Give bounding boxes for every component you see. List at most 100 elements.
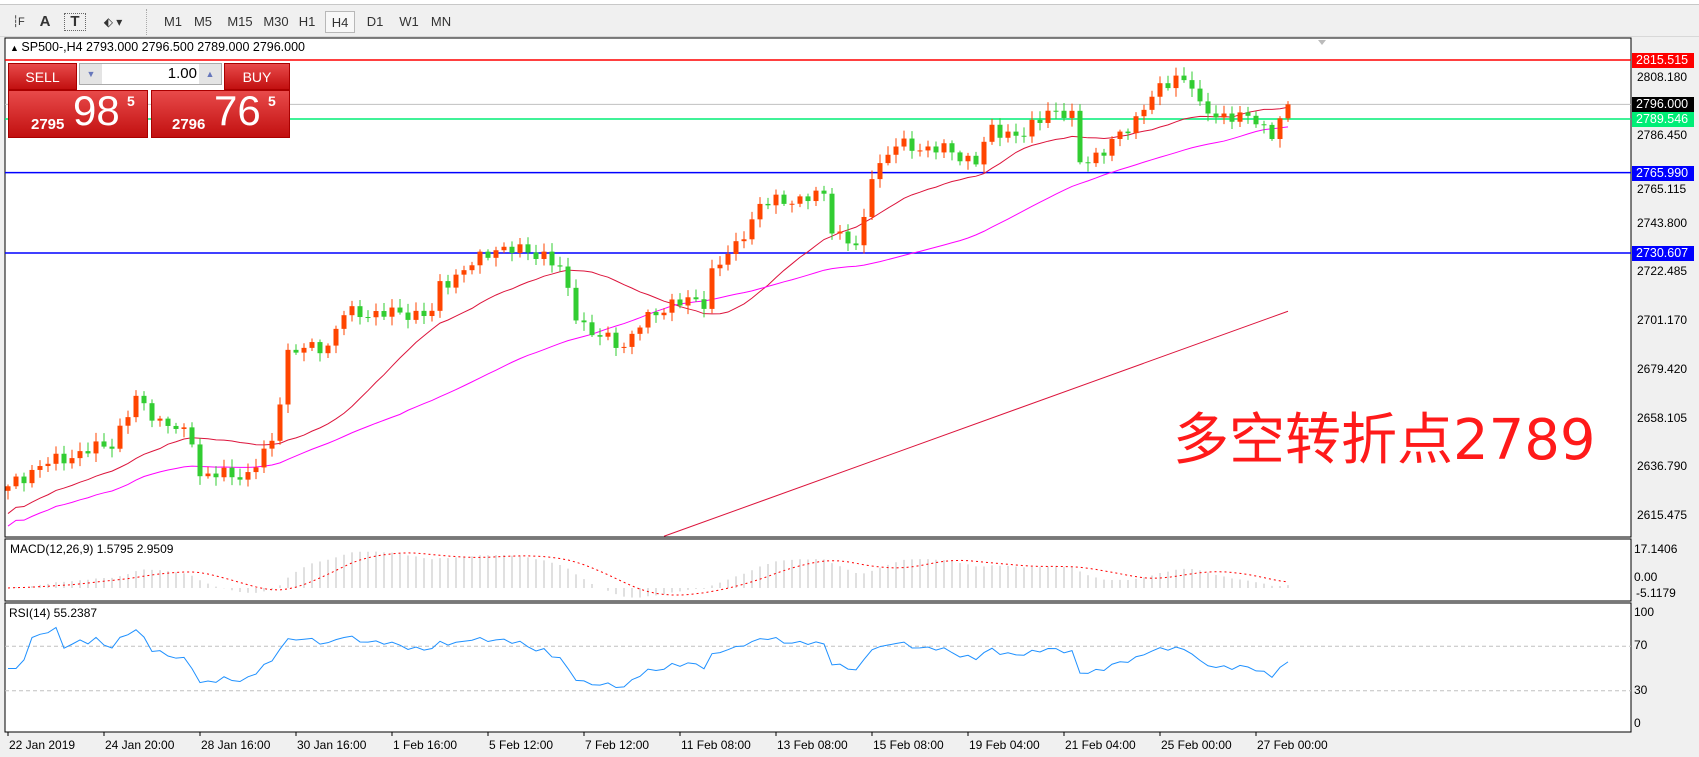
timeframe-h4[interactable]: H4 <box>325 11 355 33</box>
candle <box>653 308 659 323</box>
candle <box>549 243 555 273</box>
text-label-icon[interactable]: A <box>39 13 51 30</box>
candle <box>1005 124 1011 143</box>
candle-body <box>749 219 755 240</box>
candle <box>341 310 347 336</box>
sell-price-box[interactable]: 2795 98 5 <box>8 87 148 138</box>
timeframe-w1[interactable]: W1 <box>399 14 419 29</box>
timeframe-m15[interactable]: M15 <box>227 14 253 29</box>
candle-body <box>1253 115 1259 125</box>
chart-header: ▲ SP500-,H4 2793.000 2796.500 2789.000 2… <box>10 40 305 55</box>
price-tag-2815.515: 2815.515 <box>1632 53 1694 68</box>
arrows-icon[interactable]: ⬖ ▾ <box>103 15 123 29</box>
macd-axis-label: 0.00 <box>1634 570 1658 584</box>
candle <box>173 422 179 434</box>
ma-long-line <box>663 310 1289 537</box>
candle-body <box>485 251 491 258</box>
timeframe-mn[interactable]: MN <box>430 14 452 29</box>
candle <box>541 243 547 266</box>
candle <box>53 446 59 471</box>
candle-body <box>1093 152 1099 164</box>
candle <box>373 303 379 326</box>
buy-price-box[interactable]: 2796 76 5 <box>151 87 290 138</box>
candle-body <box>1189 80 1195 89</box>
macd-label: MACD(12,26,9) 1.5795 2.9509 <box>10 542 174 556</box>
buy-price-prefix: 2796 <box>172 116 206 133</box>
buy-button[interactable]: BUY <box>224 63 290 90</box>
candle-body <box>933 146 939 153</box>
candle-body <box>117 425 123 449</box>
candle <box>717 256 723 277</box>
candle <box>133 390 139 423</box>
text-box-icon[interactable]: T <box>64 13 86 31</box>
candle <box>445 274 451 295</box>
candle <box>421 302 427 325</box>
candle-body <box>629 333 635 347</box>
candle-body <box>853 243 859 246</box>
candle <box>701 291 707 318</box>
candle <box>589 314 595 337</box>
candle <box>613 327 619 357</box>
candle-body <box>493 250 499 258</box>
candle-body <box>557 265 563 267</box>
candle-body <box>469 265 475 271</box>
candle-body <box>821 190 827 194</box>
time-axis-label: 25 Feb 00:00 <box>1161 738 1232 752</box>
candle <box>757 197 763 228</box>
candle-body <box>189 427 195 445</box>
candle-body <box>261 448 267 468</box>
candle <box>101 433 107 449</box>
candle <box>1013 123 1019 144</box>
candle-body <box>957 152 963 162</box>
period-separator-icon[interactable]: ┆F <box>12 16 24 28</box>
candle <box>333 325 339 354</box>
time-axis-label: 27 Feb 00:00 <box>1257 738 1328 752</box>
timeframe-m5[interactable]: M5 <box>193 14 213 29</box>
rsi-axis-label: 0 <box>1634 716 1641 730</box>
candle <box>1237 106 1243 127</box>
lot-input[interactable]: 1.00 <box>167 65 197 82</box>
candle <box>381 302 387 320</box>
sell-price-sup: 5 <box>127 93 135 109</box>
candle <box>1061 102 1067 122</box>
candle <box>1157 76 1163 106</box>
candle-body <box>1173 75 1179 89</box>
collapse-arrow-icon[interactable]: ▲ <box>10 43 22 53</box>
candle-body <box>765 203 771 206</box>
chart-shift-marker <box>1318 40 1326 45</box>
candle-body <box>1133 116 1139 134</box>
candle-body <box>445 281 451 288</box>
candle <box>325 343 331 359</box>
candle <box>901 130 907 151</box>
candle <box>413 302 419 324</box>
candle <box>557 256 563 272</box>
candle <box>197 438 203 485</box>
candle-body <box>253 467 259 473</box>
timeframe-d1[interactable]: D1 <box>366 14 384 29</box>
candle <box>861 208 867 254</box>
candle <box>1285 101 1291 122</box>
candle-body <box>237 477 243 480</box>
candle-body <box>549 251 555 266</box>
candle <box>981 136 987 174</box>
timeframe-m1[interactable]: M1 <box>163 14 183 29</box>
candle <box>565 257 571 296</box>
candle-body <box>477 251 483 266</box>
timeframe-m30[interactable]: M30 <box>263 14 289 29</box>
sell-button[interactable]: SELL <box>8 63 77 90</box>
timeframe-h1[interactable]: H1 <box>298 14 316 29</box>
price-tag-2796.000: 2796.000 <box>1632 97 1694 113</box>
candle <box>1117 129 1123 147</box>
candle <box>685 290 691 315</box>
candle-body <box>661 312 667 316</box>
candle <box>253 458 259 480</box>
lot-stepper[interactable]: ▼ 1.00 ▲ <box>79 63 222 85</box>
candle-body <box>909 138 915 151</box>
increase-lot-icon[interactable]: ▲ <box>199 64 221 84</box>
chart-annotation[interactable]: 多空转折点2789 <box>1173 408 1596 473</box>
decrease-lot-icon[interactable]: ▼ <box>80 64 102 84</box>
candle-body <box>301 347 307 353</box>
candle <box>765 197 771 210</box>
candle <box>485 249 491 261</box>
buy-price-big: 76 <box>214 87 261 134</box>
